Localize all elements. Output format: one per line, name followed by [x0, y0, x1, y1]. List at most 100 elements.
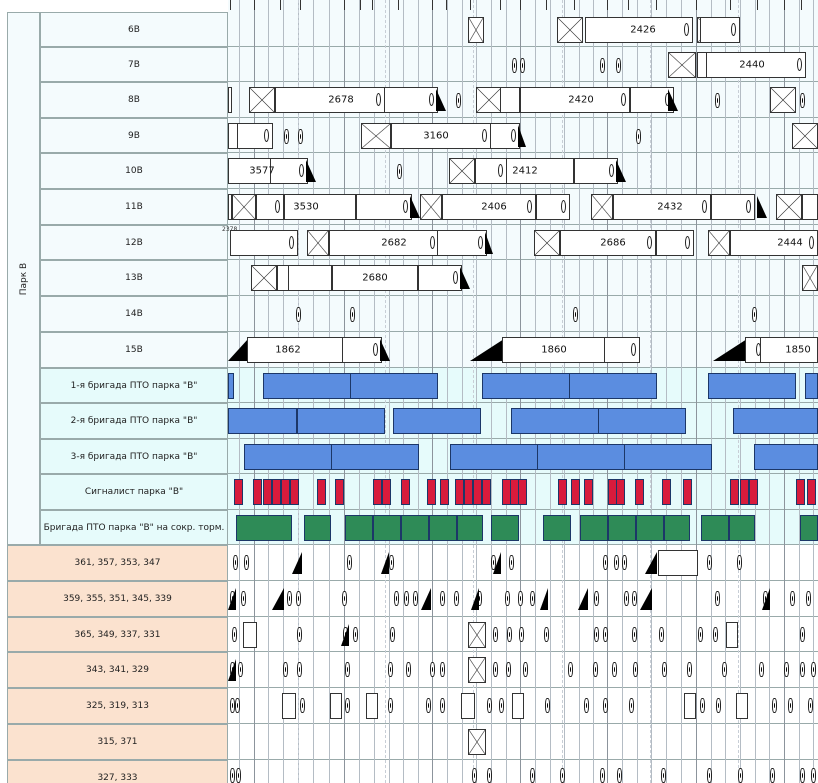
track-label-8b: 8В — [40, 82, 228, 118]
wagon-pill — [506, 662, 511, 677]
departure-wedge — [540, 588, 548, 610]
time-tick — [280, 0, 281, 10]
signalman-slot — [730, 479, 739, 505]
wagon-marker — [430, 235, 435, 249]
wagon-pill — [715, 93, 720, 108]
time-tick — [470, 0, 471, 10]
pto-brigade-1-bar — [805, 372, 818, 399]
departure-wedge — [640, 588, 652, 610]
v-slot — [726, 622, 738, 648]
wagon-pill — [622, 555, 627, 570]
signalman-slot — [558, 479, 567, 505]
wagon-pill — [811, 768, 816, 783]
v-slot — [658, 550, 698, 576]
wagon-pill — [397, 164, 402, 179]
wagon-marker — [275, 200, 280, 213]
v-slot — [282, 693, 296, 719]
signalman-slot — [740, 479, 749, 505]
time-tick — [432, 0, 433, 10]
crossed-slot — [232, 194, 256, 220]
crossed-slot — [468, 622, 486, 648]
wagon-marker — [621, 93, 626, 106]
crossed-slot — [776, 194, 802, 220]
crossed-slot — [361, 122, 391, 149]
wagon-pill — [624, 591, 629, 606]
wagon-marker — [746, 200, 751, 213]
wagon-marker — [631, 343, 636, 356]
signalman-slot — [253, 479, 262, 505]
wagon-pill — [722, 662, 727, 677]
crossed-slot — [251, 265, 277, 291]
time-tick — [372, 0, 373, 10]
wagon-pill — [287, 591, 292, 606]
signalman-slot — [382, 479, 391, 505]
wagon-pill — [716, 698, 721, 713]
wagon-pill — [440, 698, 445, 713]
departure-wedge — [292, 552, 302, 574]
pto-brigade-3-bar — [331, 443, 419, 470]
crossed-slot — [449, 158, 475, 184]
departure-wedge — [460, 267, 470, 289]
short-brake-bar — [236, 514, 292, 541]
track-label-12b: 12В — [40, 225, 228, 260]
short-brake-bar — [543, 514, 571, 541]
lane-14b — [228, 296, 818, 332]
short-brake-bar — [636, 514, 664, 541]
train-number-11b-3: 2432 — [657, 201, 683, 213]
signalman-slot — [234, 479, 243, 505]
wagon-pill — [573, 307, 578, 322]
occupancy-slot — [706, 51, 806, 78]
corner-note: 2378 — [222, 226, 237, 233]
wagon-pill — [499, 698, 504, 713]
departure-wedge — [381, 552, 389, 574]
time-tick — [628, 0, 629, 10]
wagon-pill — [707, 555, 712, 570]
train-number-15b-3: 1850 — [785, 344, 811, 356]
wagon-marker — [373, 343, 378, 356]
signalman-slot — [290, 479, 299, 505]
time-tick — [607, 0, 608, 10]
time-tick — [801, 0, 802, 10]
pto-brigade-1-bar — [482, 372, 570, 399]
departure-wedge — [485, 231, 493, 254]
wagon-pill — [347, 555, 352, 570]
occupancy-slot — [604, 337, 640, 363]
crossed-slot — [307, 229, 329, 256]
signalman-slot — [662, 479, 671, 505]
crossed-slot — [770, 87, 796, 113]
wagon-pill — [715, 591, 720, 606]
departure-wedge — [228, 588, 236, 610]
wagon-pill — [350, 307, 355, 322]
wagon-pill — [770, 768, 775, 783]
wagon-pill — [662, 662, 667, 677]
wagon-pill — [426, 698, 431, 713]
wagon-marker — [684, 22, 689, 36]
short-brake-bar — [429, 514, 457, 541]
wagon-pill — [752, 307, 757, 322]
occupancy-slot — [418, 265, 462, 291]
departure-wedge — [713, 339, 747, 361]
signalman-slot — [335, 479, 344, 505]
short-brake-bar — [304, 514, 331, 541]
departure-wedge — [380, 339, 390, 361]
occupancy-slot — [256, 194, 284, 220]
wagon-pill — [284, 128, 289, 144]
signalman-slot — [518, 479, 527, 505]
occupancy-slot — [506, 158, 574, 184]
occupancy-slot — [228, 158, 272, 184]
wagon-pill — [545, 698, 550, 713]
wagon-marker — [498, 164, 503, 177]
wagon-pill — [235, 698, 240, 713]
wagon-marker — [731, 22, 736, 36]
grid-line — [239, 0, 240, 783]
pto-brigade-3-bar — [754, 443, 818, 470]
wagon-pill — [456, 93, 461, 108]
wagon-pill — [707, 768, 712, 783]
departure-wedge — [306, 160, 316, 182]
wagon-pill — [594, 627, 599, 642]
wagon-pill — [388, 698, 393, 713]
wagon-pill — [603, 555, 608, 570]
wagon-pill — [430, 662, 435, 677]
wagon-pill — [600, 768, 605, 783]
occupancy-slot — [613, 194, 711, 220]
